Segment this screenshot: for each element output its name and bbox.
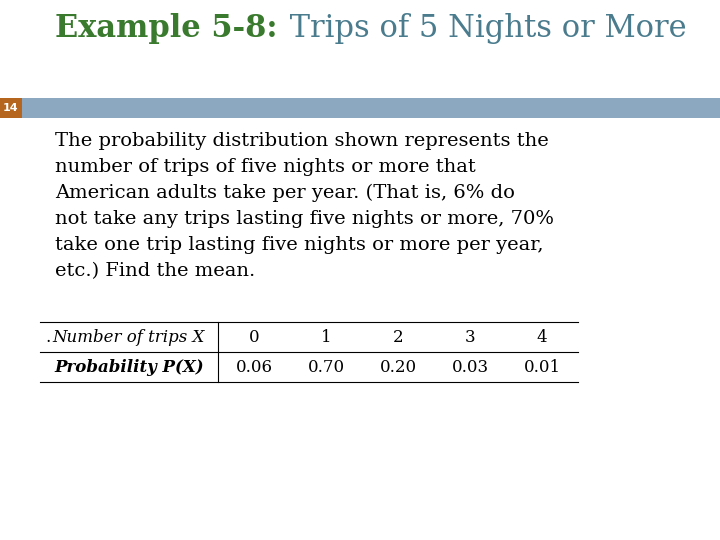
Text: 0.03: 0.03 [451, 359, 489, 375]
Text: Number of trips X: Number of trips X [53, 328, 205, 346]
Text: 3: 3 [464, 328, 475, 346]
Text: The probability distribution shown represents the: The probability distribution shown repre… [55, 132, 549, 150]
Text: 0.06: 0.06 [235, 359, 272, 375]
Text: Probability P(X): Probability P(X) [54, 359, 204, 375]
Text: 4: 4 [536, 328, 547, 346]
Text: 0.20: 0.20 [379, 359, 417, 375]
Bar [0, 98, 22, 118]
Text: 0.01: 0.01 [523, 359, 561, 375]
Text: take one trip lasting five nights or more per year,: take one trip lasting five nights or mor… [55, 236, 544, 254]
Text: etc.) Find the mean.: etc.) Find the mean. [55, 262, 256, 280]
Text: Trips of 5 Nights or More: Trips of 5 Nights or More [279, 13, 686, 44]
Text: number of trips of five nights or more that: number of trips of five nights or more t… [55, 158, 476, 176]
Text: not take any trips lasting five nights or more, 70%: not take any trips lasting five nights o… [55, 210, 554, 228]
Text: 1: 1 [320, 328, 331, 346]
Bar [0, 98, 720, 118]
Text: .: . [45, 328, 50, 346]
Text: 0: 0 [248, 328, 259, 346]
Text: Example 5-8:: Example 5-8: [55, 13, 278, 44]
Text: 2: 2 [392, 328, 403, 346]
Text: 14: 14 [3, 103, 19, 113]
Text: American adults take per year. (That is, 6% do: American adults take per year. (That is,… [55, 184, 515, 202]
Text: 0.70: 0.70 [307, 359, 345, 375]
